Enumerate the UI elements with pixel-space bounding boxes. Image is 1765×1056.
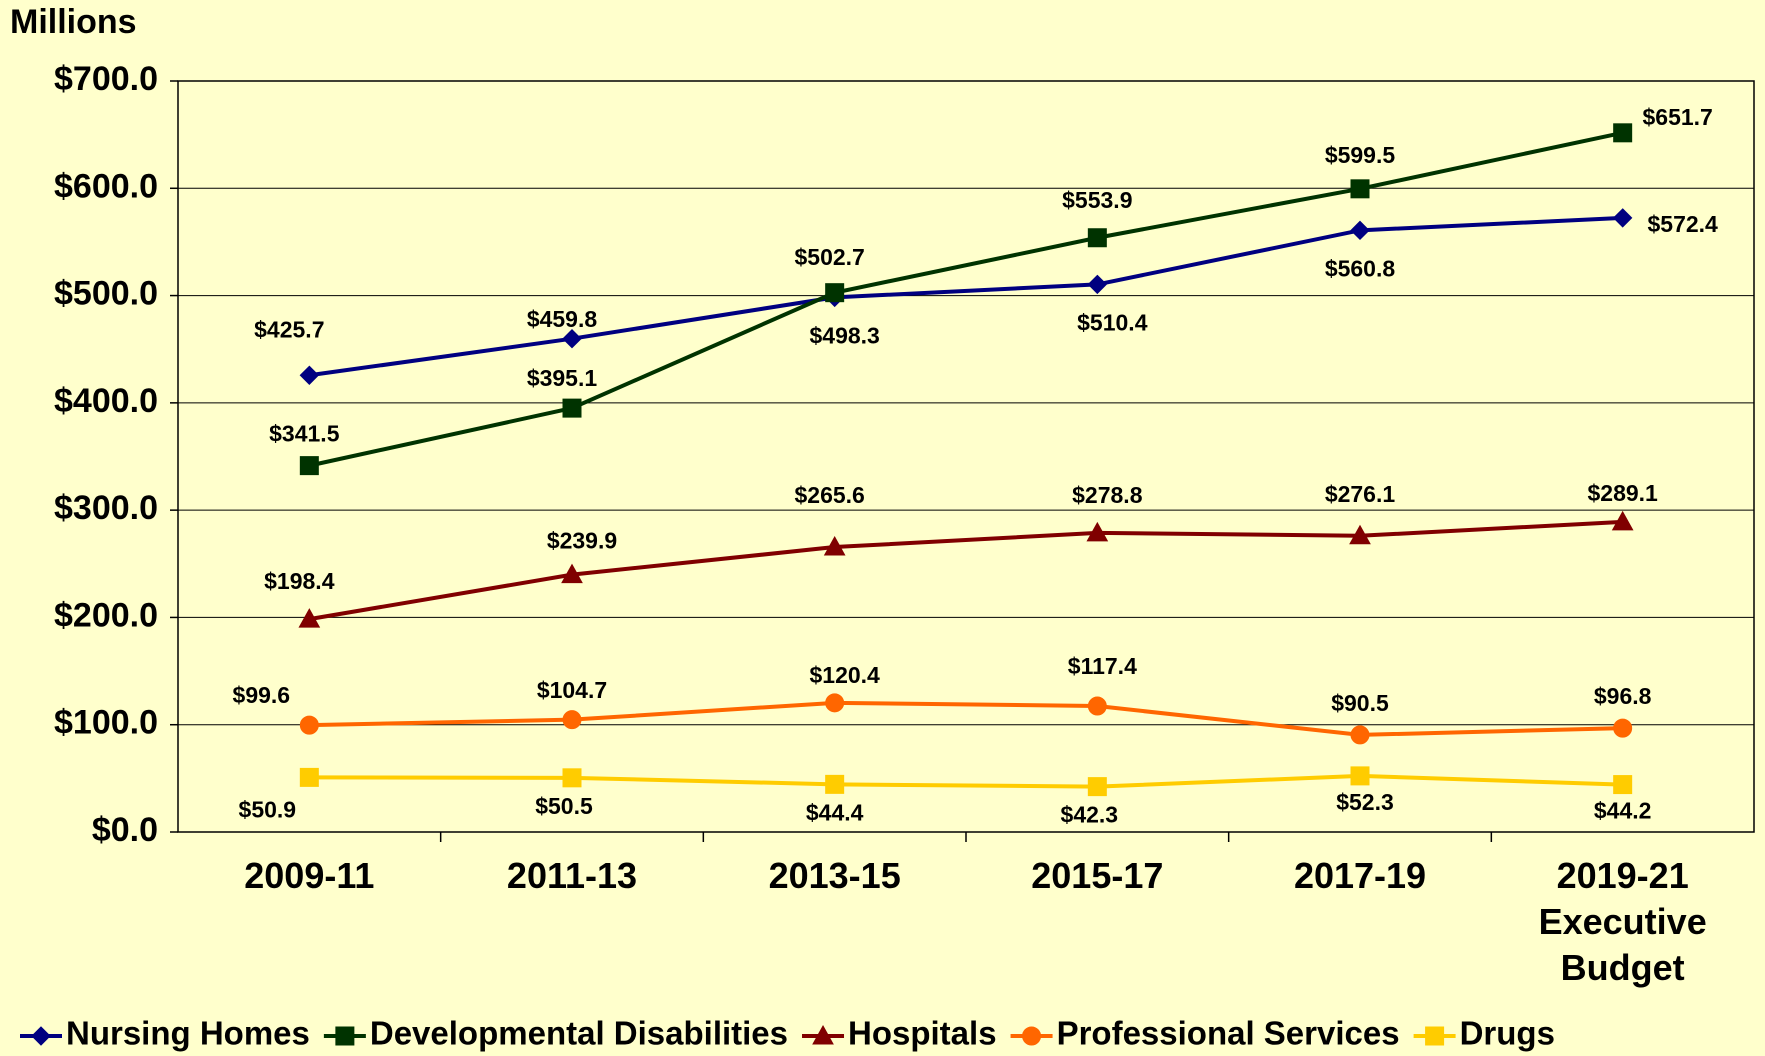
data-label: $278.8: [1072, 482, 1143, 508]
y-axis-label: Millions: [10, 3, 137, 41]
data-label: $104.7: [537, 677, 607, 703]
legend-label: Professional Services: [1057, 1015, 1400, 1052]
marker: [1349, 524, 1371, 545]
data-label: $341.5: [269, 421, 340, 447]
plot-area: [177, 80, 1755, 833]
data-label: $572.4: [1647, 211, 1718, 237]
legend-label: Developmental Disabilities: [370, 1015, 788, 1052]
series-line: [309, 215, 1623, 378]
data-label: $502.7: [794, 244, 864, 270]
marker: [298, 608, 321, 628]
marker: [335, 1026, 355, 1046]
series-line: [308, 519, 1623, 622]
data-label: $44.2: [1594, 798, 1652, 824]
marker: [562, 768, 582, 788]
marker: [1613, 123, 1633, 143]
x-tick-label: 2015-17: [1031, 855, 1163, 896]
y-tick-label: $400.0: [54, 382, 158, 420]
y-tick-label: $600.0: [54, 167, 158, 205]
data-label: $560.8: [1325, 255, 1396, 281]
y-tick-label: $500.0: [54, 275, 158, 313]
data-label: $90.5: [1331, 690, 1389, 716]
marker: [1613, 775, 1633, 795]
marker: [562, 328, 582, 349]
marker: [562, 398, 582, 418]
marker: [1087, 777, 1107, 797]
marker: [562, 710, 582, 730]
y-tick-label: $0.0: [92, 811, 158, 849]
y-tick-label: $200.0: [54, 596, 158, 634]
marker: [825, 283, 845, 303]
data-label: $553.9: [1062, 187, 1132, 213]
series-line: [308, 130, 1624, 468]
data-label: $117.4: [1068, 653, 1137, 679]
data-label: $239.9: [547, 528, 617, 554]
data-label: $96.8: [1594, 683, 1652, 709]
y-tick-label: $300.0: [54, 489, 158, 527]
marker: [1087, 696, 1107, 716]
x-tick-label: 2013-15: [769, 855, 901, 896]
marker: [1350, 766, 1370, 786]
marker: [1087, 274, 1108, 295]
marker: [1612, 208, 1633, 228]
marker: [1425, 1026, 1445, 1046]
marker: [31, 1026, 51, 1046]
marker: [1350, 179, 1370, 199]
x-tick-label: 2011-13: [507, 855, 637, 896]
data-label: $289.1: [1587, 480, 1658, 506]
marker: [299, 767, 319, 787]
data-label: $198.4: [264, 568, 335, 594]
legend-label: Nursing Homes: [66, 1015, 310, 1052]
marker: [1613, 718, 1633, 738]
x-tick-label: 2019-21 Executive Budget: [1539, 855, 1707, 988]
marker: [299, 715, 319, 735]
legend-label: Drugs: [1460, 1015, 1555, 1052]
data-label: $44.4: [806, 799, 864, 825]
x-tick-label: 2009-11: [244, 855, 374, 896]
data-label: $425.7: [254, 316, 324, 342]
data-label: $265.6: [794, 482, 864, 508]
marker: [825, 693, 845, 713]
data-label: $52.3: [1336, 789, 1394, 815]
legend-label: Hospitals: [848, 1015, 997, 1052]
marker: [561, 563, 583, 584]
data-label: $599.5: [1325, 142, 1396, 168]
data-label: $42.3: [1061, 802, 1119, 828]
data-label: $498.3: [809, 322, 879, 348]
data-label: $120.4: [809, 662, 880, 688]
marker: [299, 365, 320, 385]
series-line: [309, 773, 1623, 789]
data-label: $651.7: [1642, 104, 1712, 130]
y-tick-label: $700.0: [54, 60, 158, 98]
marker: [1611, 510, 1634, 531]
marker: [825, 774, 845, 794]
marker: [1087, 228, 1107, 248]
data-label: $276.1: [1325, 481, 1396, 507]
data-label: $50.9: [239, 796, 297, 822]
x-tick-label: 2017-19: [1294, 855, 1426, 896]
marker: [1350, 220, 1370, 241]
marker: [299, 456, 319, 476]
data-label: $395.1: [527, 365, 598, 391]
legend: Nursing Homes Developmental Disabilities H…: [20, 1015, 1555, 1052]
marker: [812, 1024, 834, 1045]
data-label: $459.8: [527, 306, 598, 332]
marker: [823, 536, 846, 556]
data-label: $50.5: [535, 793, 593, 819]
data-label: $99.6: [233, 682, 291, 708]
series-line: [309, 700, 1623, 737]
data-label: $510.4: [1077, 309, 1148, 335]
marker: [1022, 1026, 1042, 1046]
marker: [1350, 725, 1370, 745]
marker: [1086, 521, 1109, 542]
y-tick-label: $100.0: [54, 704, 158, 742]
